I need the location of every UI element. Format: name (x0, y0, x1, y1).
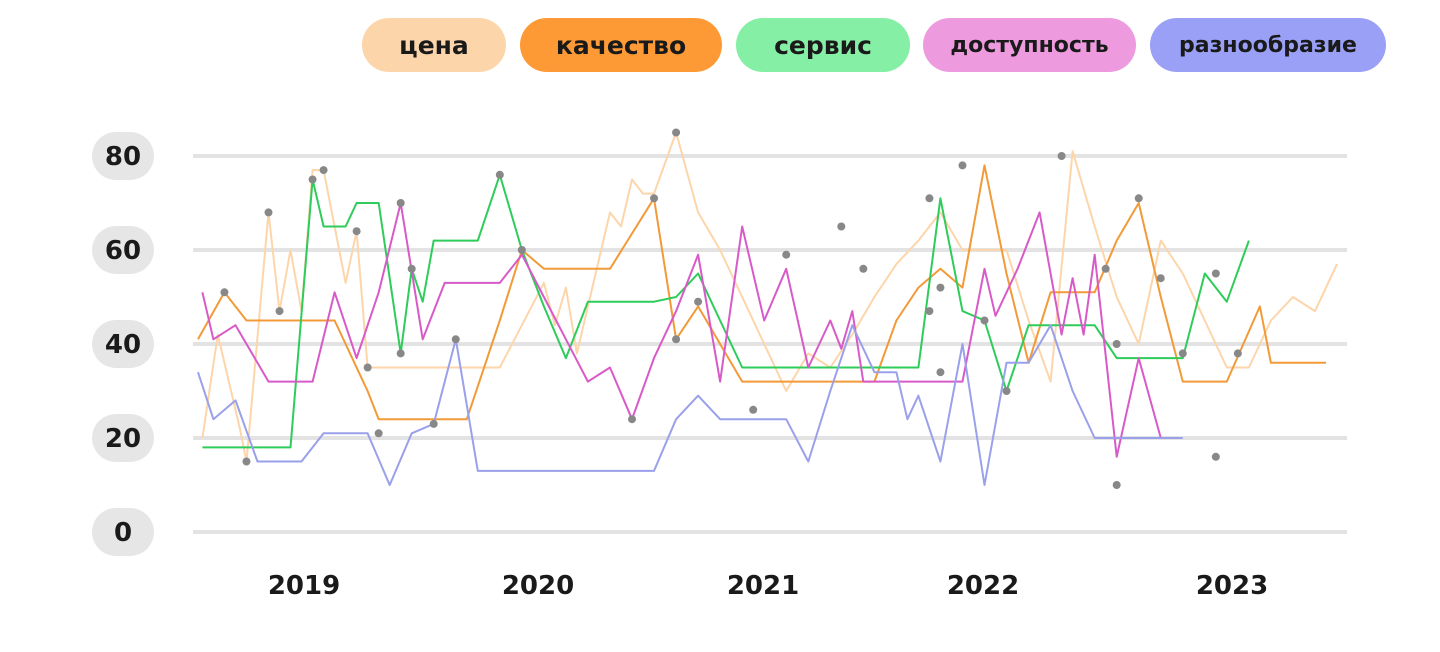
y-tick-pill (92, 320, 154, 368)
data-point (220, 288, 229, 297)
data-point (308, 175, 317, 184)
data-point (407, 264, 416, 273)
y-tick-label: 60 (105, 236, 141, 266)
data-point (1112, 340, 1121, 348)
y-tick-pill (92, 132, 154, 180)
y-tick-label: 40 (105, 330, 141, 360)
data-point (1112, 481, 1121, 489)
legend: цена качество сервис доступность разнообрази… (0, 18, 1440, 72)
data-point (1101, 264, 1110, 273)
data-point (1211, 452, 1220, 461)
data-point (925, 307, 934, 316)
data-point (1178, 349, 1187, 358)
series-line (197, 164, 1326, 421)
data-point (363, 363, 372, 372)
legend-item[interactable]: качество (520, 18, 722, 72)
data-point (980, 316, 989, 325)
data-point (1057, 152, 1066, 160)
data-point (749, 405, 758, 414)
data-point (1233, 349, 1242, 358)
x-tick-label: 2020 (502, 571, 574, 601)
data-point (925, 194, 934, 203)
data-point (837, 222, 846, 231)
data-point (782, 250, 791, 259)
legend-item[interactable]: разнообразие (1150, 18, 1386, 72)
data-point (264, 208, 273, 217)
data-point (319, 166, 328, 175)
x-tick-label: 2023 (1196, 571, 1268, 601)
y-tick-pill (92, 226, 154, 274)
y-tick-label: 80 (105, 142, 141, 172)
data-point (1211, 269, 1220, 278)
data-point (396, 199, 405, 207)
data-point (958, 161, 967, 170)
legend-item[interactable]: доступность (923, 18, 1136, 72)
data-point (628, 415, 637, 424)
legend-item[interactable]: сервис (736, 18, 910, 72)
x-tick-label: 2021 (727, 571, 799, 601)
x-tick-label: 2019 (268, 571, 340, 601)
series-line (197, 324, 1183, 486)
data-point (672, 128, 681, 137)
data-point (936, 283, 945, 292)
x-axis: 2019 2020 2021 2022 2023 (268, 571, 1268, 601)
y-tick-pill (92, 414, 154, 462)
data-point (352, 227, 361, 236)
series-lines (197, 131, 1338, 486)
data-point (1134, 194, 1143, 203)
data-point (936, 368, 945, 377)
data-point (1156, 274, 1165, 283)
data-point (650, 194, 659, 203)
data-markers (220, 128, 1242, 489)
y-tick-label: 20 (105, 424, 141, 454)
data-point (495, 170, 504, 179)
data-point (694, 297, 703, 306)
legend-item[interactable]: цена (362, 18, 506, 72)
data-point (242, 457, 251, 466)
data-point (451, 335, 460, 344)
y-axis: 0 20 40 60 80 (92, 132, 154, 556)
x-tick-label: 2022 (947, 571, 1019, 601)
series-line (201, 202, 1162, 458)
data-point (396, 349, 405, 358)
data-point (672, 335, 681, 344)
data-point (859, 264, 868, 273)
data-point (374, 429, 383, 438)
series-line (201, 131, 1338, 463)
data-point (429, 419, 438, 428)
data-point (1002, 387, 1011, 395)
y-tick-pill (92, 508, 154, 556)
data-point (275, 307, 284, 316)
y-tick-label: 0 (114, 518, 132, 548)
data-point (517, 246, 526, 254)
